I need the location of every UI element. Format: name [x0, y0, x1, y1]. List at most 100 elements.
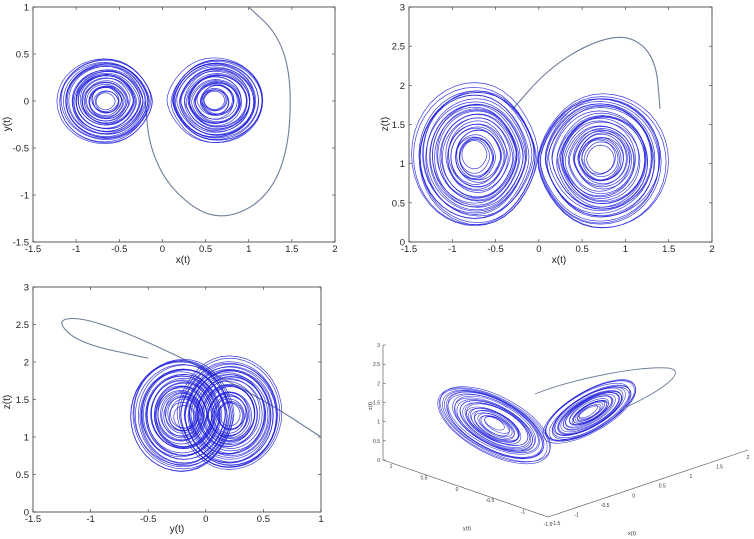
- x-tick-label: 0: [160, 244, 165, 255]
- x-tick-label: 1: [623, 244, 628, 255]
- attractor-orbit: [190, 374, 265, 455]
- plot-frame: [32, 286, 322, 513]
- y-tick-label: 1.5: [16, 395, 29, 406]
- attractor-orbit: [565, 395, 614, 429]
- y-tick-label: -0.5: [13, 144, 29, 155]
- y-axis-label: z(t): [380, 117, 391, 131]
- attractor-orbit: [552, 387, 624, 436]
- y-tick-label: 0: [24, 97, 29, 108]
- attractor-orbit: [432, 104, 524, 208]
- attractor-orbit: [95, 92, 116, 111]
- attractor-orbit: [172, 59, 263, 141]
- attractor-orbit: [63, 62, 149, 140]
- attractor-orbit: [170, 60, 263, 144]
- attractor-orbit: [583, 141, 619, 178]
- x-tick-label: -1: [86, 514, 94, 525]
- attractor-orbit: [562, 121, 641, 201]
- x-tick-label: 1.5: [662, 244, 675, 255]
- x-axis-label: x(t): [628, 531, 636, 537]
- attractor-orbit: [471, 410, 519, 443]
- attractor-orbit: [201, 87, 228, 112]
- y-tick-label: 1.5: [392, 120, 405, 131]
- attractor-orbit: [134, 364, 230, 468]
- y-tick-label: 2.5: [392, 42, 405, 53]
- y-tick-label: 0.5: [16, 470, 29, 481]
- attractor-orbit: [168, 401, 196, 432]
- y-tick-label: -1.5: [13, 238, 29, 249]
- attractor-orbit: [76, 75, 136, 129]
- x-tick-label: 1: [246, 244, 251, 255]
- attractor-orbit: [200, 384, 255, 444]
- attractor-orbit: [198, 379, 263, 449]
- y-tick-label: 0: [24, 508, 29, 519]
- attractor-orbit: [84, 80, 129, 120]
- attractor-orbit: [459, 138, 491, 174]
- y-tick-label: -1: [521, 510, 526, 516]
- attractor-loops: [56, 57, 264, 145]
- attractor-orbit: [188, 370, 271, 460]
- attractor-orbit: [89, 87, 124, 118]
- x-tick-label: 0.5: [659, 484, 666, 490]
- attractor-orbit: [480, 415, 513, 437]
- attractor-orbit: [426, 98, 527, 212]
- attractor-orbit: [448, 120, 508, 187]
- z-tick-label: 3: [377, 343, 380, 349]
- attractor-orbit: [91, 86, 120, 112]
- y-tick-label: 1: [390, 464, 393, 470]
- attractor-orbit: [75, 71, 141, 130]
- attractor-orbit: [411, 82, 539, 227]
- x-tick-label: -1.5: [401, 244, 417, 255]
- attractor-orbit: [572, 128, 631, 188]
- attractor-orbit: [218, 402, 241, 427]
- y-axis-label: y(t): [2, 117, 13, 131]
- attractor-orbit: [442, 117, 514, 198]
- attractor-orbit: [439, 386, 551, 462]
- plot-panel-xy: x(t) y(t) -1.5 -1 -0.5 0 0.5 1 1.5 2 -1.5 -1 -0.5 0…: [2, 3, 338, 267]
- attractor-orbit: [560, 116, 646, 205]
- attractor-orbit: [216, 400, 244, 431]
- attractor-orbit: [551, 385, 632, 440]
- attractor-loops: [130, 355, 283, 472]
- attractor-orbit: [546, 107, 655, 218]
- attractor-orbit: [539, 101, 660, 224]
- attractor-orbit: [132, 358, 235, 470]
- attractor-loops: [437, 379, 637, 465]
- attractor-orbit: [548, 105, 652, 212]
- x-tick-label: -0.5: [487, 244, 503, 255]
- attractor-orbit: [581, 137, 624, 181]
- attractor-orbit: [429, 103, 524, 211]
- attractor-orbit: [454, 395, 536, 452]
- z-tick-label: 2: [377, 381, 380, 387]
- attractor-orbit: [194, 376, 267, 454]
- y-tick-label: -1: [21, 191, 29, 202]
- x-tick-label: -1.5: [25, 244, 41, 255]
- attractor-orbit: [562, 120, 636, 197]
- attractor-orbit: [192, 374, 269, 457]
- attractor-orbit: [202, 89, 227, 111]
- y-tick-label: 0: [400, 238, 405, 249]
- attractor-orbit: [187, 369, 274, 463]
- attractor-orbit: [538, 98, 662, 225]
- attractor-orbit: [194, 82, 240, 123]
- attractor-orbit: [176, 64, 255, 135]
- attractor-orbit: [172, 59, 264, 141]
- x-axis-label: y(t): [170, 524, 184, 535]
- x-axis: [547, 449, 749, 518]
- plot-panel-yz: y(t) z(t) -1.5 -1 -0.5 0 0.5 1 0 0.5 1 1.5 2 2.5 3: [2, 283, 324, 536]
- x-tick-label: -1: [448, 244, 456, 255]
- plot-panel-xz: x(t) z(t) -1.5 -1 -0.5 0 0.5 1 1.5 2 0 0.5 1 1.5 2 2.…: [380, 3, 715, 267]
- attractor-orbit: [418, 90, 533, 220]
- x-tick-label: 2: [747, 455, 750, 461]
- attractor-orbit: [163, 395, 202, 437]
- attractor-orbit: [187, 74, 248, 128]
- y-tick-label: -0.5: [486, 498, 495, 504]
- attractor-orbit: [212, 398, 245, 434]
- z-axis-label: z(t): [368, 402, 374, 410]
- attractor-orbit: [556, 115, 648, 210]
- attractor-orbit: [569, 395, 613, 425]
- z-tick-label: 1.5: [373, 401, 380, 407]
- attractor-orbit: [564, 125, 635, 198]
- attractor-orbit: [544, 98, 661, 217]
- attractor-orbit: [180, 68, 251, 131]
